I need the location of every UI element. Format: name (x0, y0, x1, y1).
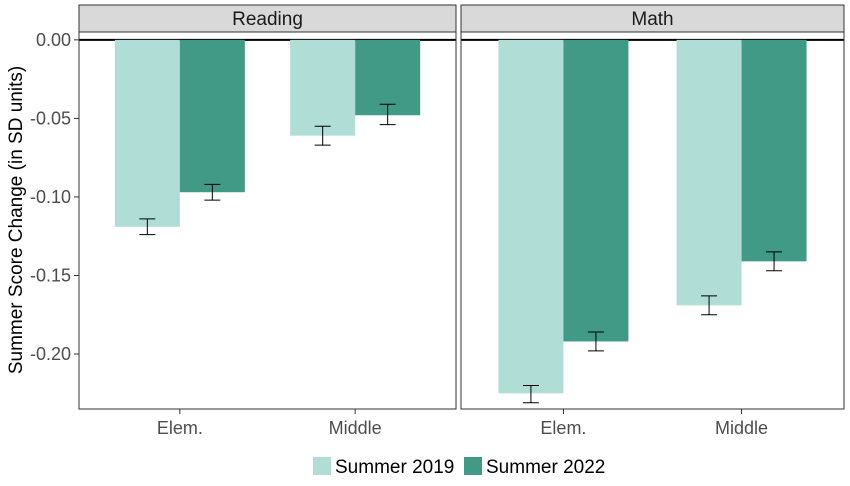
y-tick-label: -0.20 (30, 344, 71, 364)
legend-label-summer-2019: Summer 2019 (335, 457, 454, 478)
bar-summer-2019-elem (498, 39, 564, 394)
y-axis: 0.00 -0.05 -0.10 -0.15 -0.20 (30, 30, 79, 364)
panel-math: Math Elem. Middle (460, 4, 845, 438)
bar-summer-2022-middle (355, 39, 421, 116)
x-tick-label-elem: Elem. (157, 418, 203, 438)
y-tick-label: -0.15 (30, 265, 71, 285)
bar-summer-2022-elem (179, 39, 245, 193)
bar-summer-2019-middle (676, 39, 742, 306)
legend-swatch-summer-2022 (464, 457, 482, 475)
x-tick-label-middle: Middle (715, 418, 768, 438)
panel-title: Math (631, 9, 673, 30)
y-tick-label: -0.10 (30, 187, 71, 207)
y-axis-title: Summer Score Change (in SD units) (6, 66, 27, 374)
bar-summer-2022-middle (741, 39, 807, 262)
bar-summer-2019-middle (290, 39, 356, 136)
legend-swatch-summer-2019 (313, 457, 331, 475)
y-tick-label: -0.05 (30, 108, 71, 128)
panel-border (78, 31, 457, 410)
panel-reading: Reading Elem. Middle (78, 4, 457, 438)
panel-strip (78, 4, 457, 33)
panel-title: Reading (232, 9, 303, 30)
legend: Summer 2019 Summer 2022 (313, 457, 605, 478)
x-tick-label-middle: Middle (329, 418, 382, 438)
panel-border (460, 31, 845, 410)
x-tick-label-elem: Elem. (540, 418, 586, 438)
bar-summer-2022-elem (563, 39, 629, 342)
bar-summer-2019-elem (114, 39, 180, 227)
legend-label-summer-2022: Summer 2022 (486, 457, 605, 478)
y-tick-label: 0.00 (36, 30, 71, 50)
